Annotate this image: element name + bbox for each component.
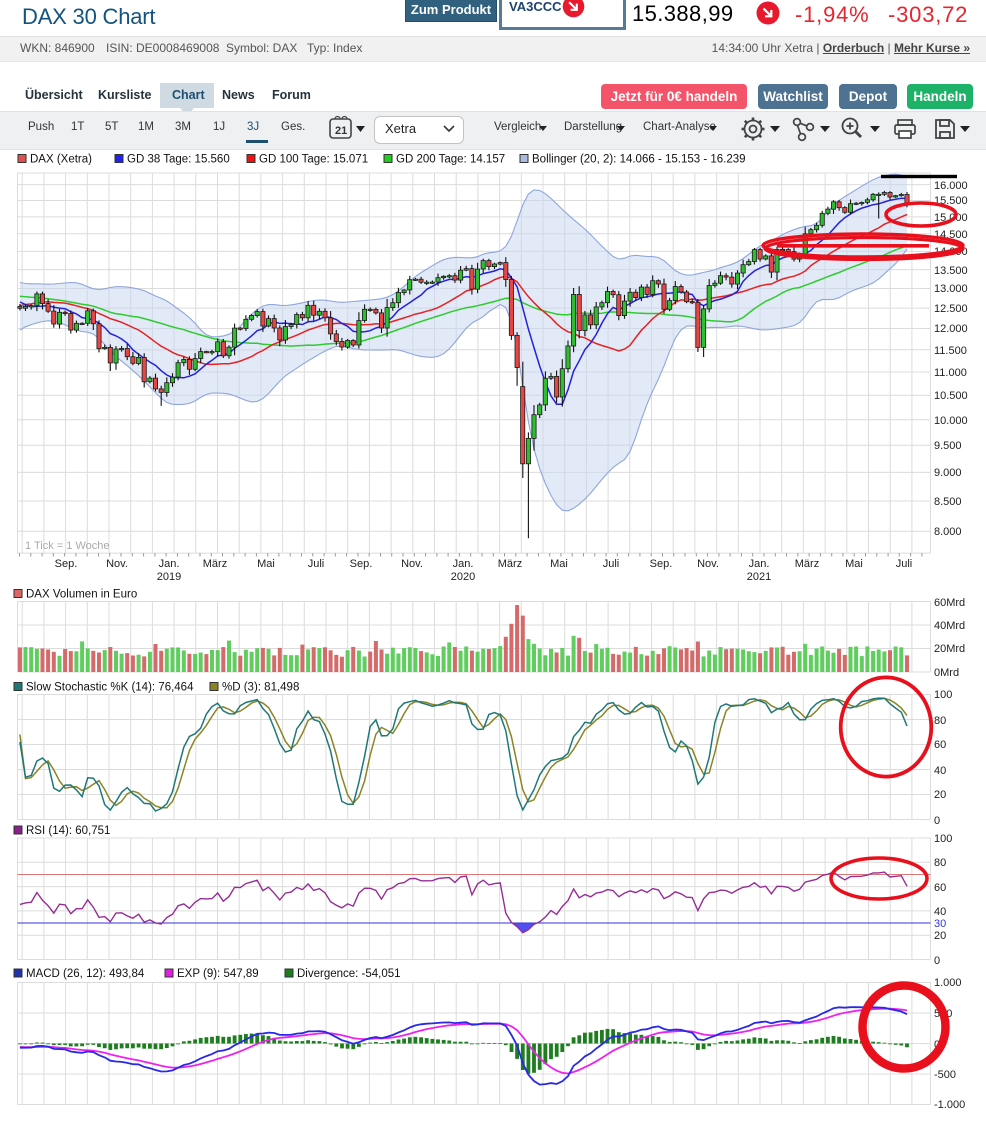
svg-text:-1.000: -1.000	[934, 1099, 965, 1111]
svg-text:0: 0	[934, 815, 940, 827]
svg-text:2021: 2021	[747, 571, 771, 583]
svg-text:%D (3): 81,498: %D (3): 81,498	[222, 682, 299, 694]
svg-text:20: 20	[934, 930, 946, 942]
svg-text:DAX Volumen in Euro: DAX Volumen in Euro	[26, 589, 137, 601]
svg-text:16.000: 16.000	[934, 180, 968, 192]
svg-text:40: 40	[934, 765, 946, 777]
svg-text:10.000: 10.000	[934, 415, 968, 427]
svg-text:100: 100	[934, 833, 952, 845]
svg-text:40Mrd: 40Mrd	[934, 620, 965, 632]
svg-text:Nov.: Nov.	[697, 558, 719, 570]
svg-text:Mai: Mai	[845, 558, 863, 570]
svg-text:9.500: 9.500	[934, 440, 962, 452]
svg-text:12.000: 12.000	[934, 323, 968, 335]
svg-text:20Mrd: 20Mrd	[934, 643, 965, 655]
svg-text:GD 200 Tage: 14.157: GD 200 Tage: 14.157	[396, 154, 505, 166]
svg-text:Jan.: Jan.	[453, 558, 474, 570]
svg-text:1.000: 1.000	[934, 977, 962, 989]
svg-text:0: 0	[934, 955, 940, 967]
svg-text:Divergence: -54,051: Divergence: -54,051	[297, 968, 401, 980]
svg-text:40: 40	[934, 906, 946, 918]
svg-text:8.500: 8.500	[934, 496, 962, 508]
svg-text:Juli: Juli	[603, 558, 620, 570]
svg-text:MACD (26, 12): 493,84: MACD (26, 12): 493,84	[26, 968, 145, 980]
svg-text:8.000: 8.000	[934, 526, 962, 538]
svg-text:13.000: 13.000	[934, 283, 968, 295]
svg-text:60: 60	[934, 739, 946, 751]
svg-text:Sep.: Sep.	[55, 558, 78, 570]
svg-text:100: 100	[934, 689, 952, 701]
svg-text:30: 30	[934, 918, 946, 930]
svg-text:1 Tick = 1 Woche: 1 Tick = 1 Woche	[25, 540, 109, 552]
svg-text:15.000: 15.000	[934, 212, 968, 224]
svg-text:Jan.: Jan.	[749, 558, 770, 570]
svg-text:Sep.: Sep.	[350, 558, 373, 570]
svg-text:GD 100 Tage: 15.071: GD 100 Tage: 15.071	[259, 154, 368, 166]
svg-text:0Mrd: 0Mrd	[934, 667, 959, 679]
svg-text:9.000: 9.000	[934, 467, 962, 479]
svg-text:Nov.: Nov.	[106, 558, 128, 570]
svg-text:Juli: Juli	[896, 558, 913, 570]
svg-text:10.500: 10.500	[934, 390, 968, 402]
svg-text:Mai: Mai	[257, 558, 275, 570]
svg-text:März: März	[795, 558, 819, 570]
svg-text:Juli: Juli	[308, 558, 325, 570]
svg-text:EXP (9): 547,89: EXP (9): 547,89	[177, 968, 259, 980]
svg-text:60: 60	[934, 882, 946, 894]
svg-text:Nov.: Nov.	[401, 558, 423, 570]
svg-text:März: März	[203, 558, 227, 570]
svg-text:60Mrd: 60Mrd	[934, 597, 965, 609]
svg-text:DAX (Xetra): DAX (Xetra)	[30, 154, 92, 166]
svg-text:Mai: Mai	[550, 558, 568, 570]
svg-text:RSI (14): 60,751: RSI (14): 60,751	[26, 825, 110, 837]
svg-text:13.500: 13.500	[934, 265, 968, 277]
svg-text:GD 38 Tage: 15.560: GD 38 Tage: 15.560	[127, 154, 230, 166]
svg-text:März: März	[498, 558, 522, 570]
svg-text:Slow Stochastic %K (14): 76,46: Slow Stochastic %K (14): 76,464	[26, 682, 194, 694]
svg-text:12.500: 12.500	[934, 303, 968, 315]
svg-text:2020: 2020	[451, 571, 475, 583]
svg-text:Bollinger (20, 2): 14.066 - 15: Bollinger (20, 2): 14.066 - 15.153 - 16.…	[532, 154, 746, 166]
svg-text:21: 21	[335, 125, 347, 137]
svg-text:11.000: 11.000	[934, 367, 967, 379]
svg-text:11.500: 11.500	[934, 345, 967, 357]
svg-text:80: 80	[934, 715, 946, 727]
svg-text:Jan.: Jan.	[159, 558, 180, 570]
svg-text:80: 80	[934, 857, 946, 869]
svg-text:Sep.: Sep.	[650, 558, 673, 570]
svg-text:2019: 2019	[157, 571, 181, 583]
svg-text:-500: -500	[934, 1069, 956, 1081]
svg-text:20: 20	[934, 789, 946, 801]
